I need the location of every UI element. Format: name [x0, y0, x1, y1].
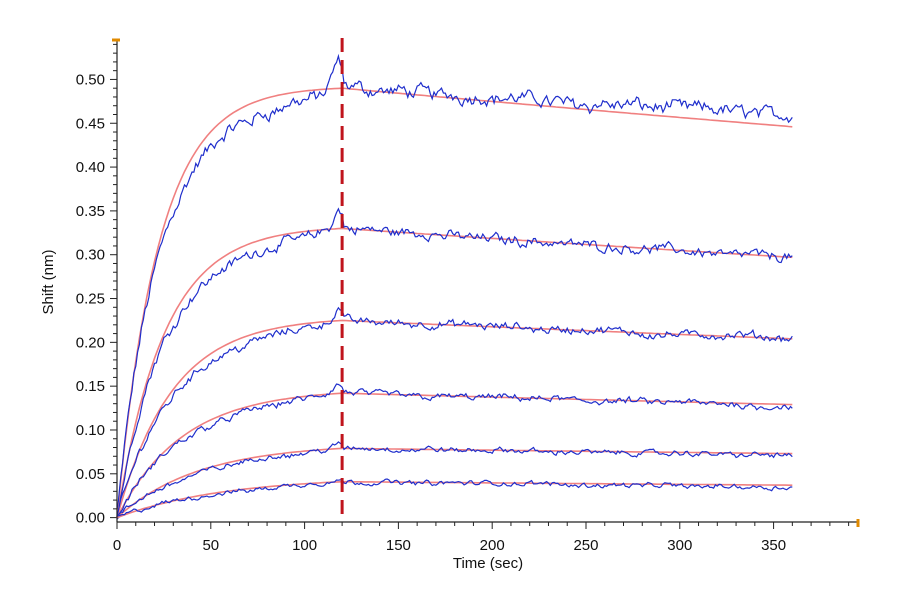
- y-tick-label: 0.35: [76, 203, 105, 220]
- x-tick-label: 0: [113, 537, 121, 554]
- x-tick-label: 200: [480, 537, 505, 554]
- y-tick-label: 0.40: [76, 159, 105, 176]
- axes: [112, 38, 860, 527]
- series-group: [116, 38, 793, 522]
- fit-curve: [116, 480, 793, 519]
- y-tick-label: 0.30: [76, 247, 105, 264]
- x-tick-label: 250: [573, 537, 598, 554]
- x-tick-label: 350: [761, 537, 786, 554]
- fit-curve: [116, 319, 793, 518]
- x-tick-label: 150: [386, 537, 411, 554]
- measured-curve: [116, 441, 793, 517]
- measured-curve: [116, 207, 793, 519]
- y-tick-label: 0.45: [76, 115, 105, 132]
- measured-curve: [116, 306, 793, 518]
- x-tick-label: 300: [667, 537, 692, 554]
- measured-curve: [116, 53, 793, 517]
- fit-curve: [116, 227, 793, 518]
- y-tick-label: 0.50: [76, 71, 105, 88]
- measured-curve: [116, 383, 793, 520]
- y-tick-label: 0.25: [76, 291, 105, 308]
- measured-curve: [116, 478, 793, 517]
- y-tick-label: 0.15: [76, 378, 105, 395]
- y-axis-title: Shift (nm): [40, 249, 57, 314]
- fit-curve: [116, 447, 793, 519]
- y-tick-label: 0.10: [76, 422, 105, 439]
- axis-ticks: 0.00 0.05 0.10 0.15 0.20 0.25 0.30 0.35 0.40 0.45…: [76, 43, 850, 554]
- x-tick-label: 100: [292, 537, 317, 554]
- y-tick-label: 0.05: [76, 466, 105, 483]
- fit-curve: [116, 87, 793, 518]
- x-tick-label: 50: [202, 537, 219, 554]
- y-tick-label: 0.20: [76, 334, 105, 351]
- y-tick-label: 0.00: [76, 510, 105, 527]
- x-axis-title: Time (sec): [453, 555, 523, 572]
